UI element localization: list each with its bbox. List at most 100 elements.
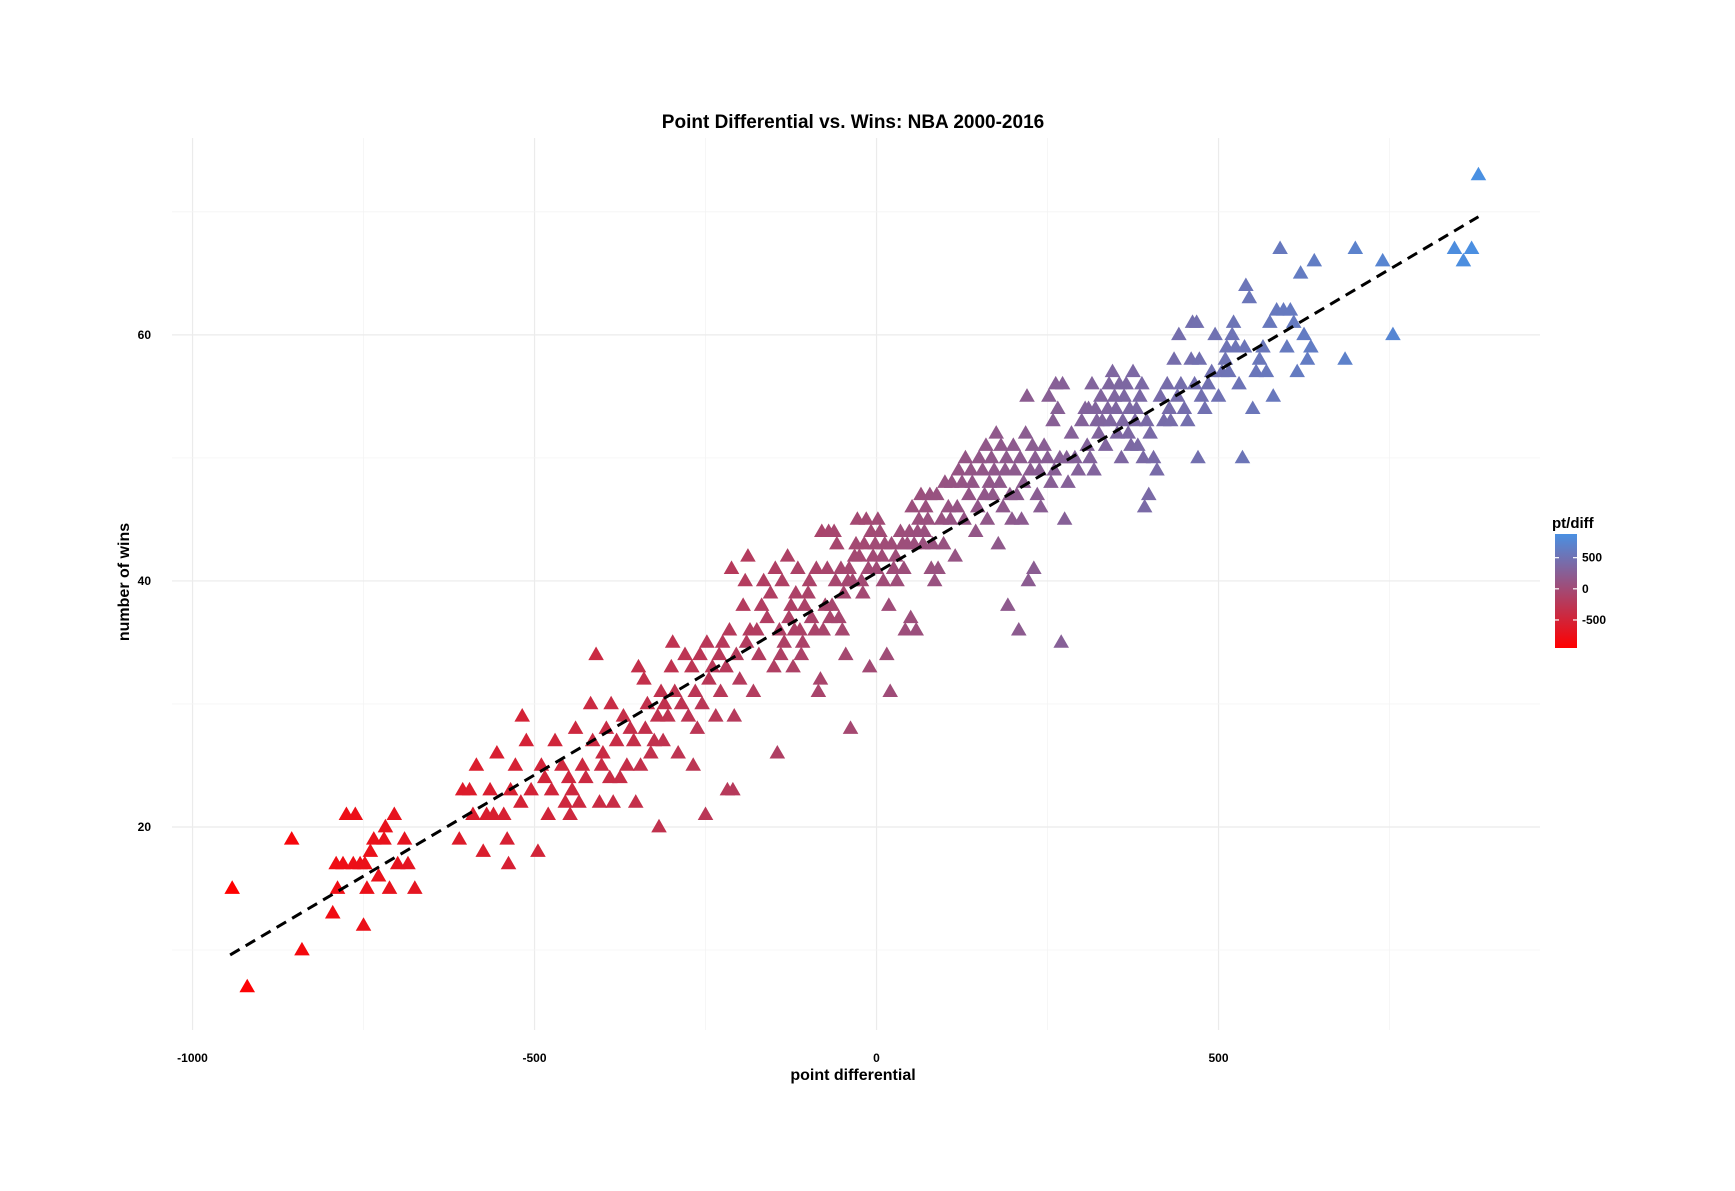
- data-point: [554, 757, 570, 771]
- data-point: [917, 498, 934, 513]
- data-point: [858, 511, 875, 525]
- data-point: [800, 585, 816, 599]
- data-point: [902, 609, 919, 624]
- data-point: [916, 523, 933, 538]
- data-point: [365, 831, 382, 845]
- data-point: [370, 868, 387, 882]
- color-legend: pt/diff 500 0 -500: [1552, 515, 1606, 648]
- data-point: [1041, 388, 1057, 402]
- data-point: [465, 806, 481, 821]
- data-point: [1053, 634, 1069, 648]
- data-point: [762, 585, 779, 599]
- data-point: [986, 461, 1002, 476]
- data-point: [1217, 351, 1234, 365]
- data-point: [961, 486, 977, 501]
- data-point: [1244, 400, 1261, 415]
- y-axis-title: number of wins: [116, 523, 133, 641]
- data-point: [593, 757, 610, 771]
- data-point: [663, 658, 680, 673]
- data-point: [630, 658, 647, 673]
- data-point: [355, 917, 372, 931]
- data-point: [1306, 252, 1323, 267]
- data-point: [1019, 388, 1035, 402]
- data-point: [547, 732, 563, 747]
- data-point: [685, 757, 701, 771]
- data-point: [998, 449, 1015, 464]
- data-point: [725, 781, 741, 796]
- data-point: [636, 671, 652, 685]
- data-point: [1193, 388, 1210, 402]
- data-point: [954, 474, 970, 488]
- data-point: [571, 794, 587, 808]
- data-point: [485, 806, 502, 821]
- data-point: [861, 658, 878, 673]
- data-point: [567, 720, 584, 734]
- axis-labels: -1000 -500 0 500 20 40 60: [138, 328, 1229, 1065]
- data-point: [827, 572, 844, 587]
- data-point: [283, 831, 300, 845]
- data-point: [324, 904, 341, 919]
- data-point: [1289, 363, 1305, 378]
- data-point: [475, 843, 492, 857]
- data-point: [574, 757, 591, 771]
- data-point: [689, 720, 706, 734]
- data-point: [673, 695, 690, 710]
- legend-label: 500: [1582, 551, 1602, 565]
- data-point: [1024, 437, 1041, 451]
- data-point: [878, 646, 895, 661]
- data-point: [815, 621, 831, 636]
- data-point: [856, 535, 872, 550]
- data-point: [1282, 302, 1299, 316]
- data-point: [1152, 388, 1169, 402]
- data-point: [687, 683, 704, 697]
- legend-title: pt/diff: [1552, 515, 1595, 532]
- data-point: [582, 695, 599, 710]
- data-point: [751, 646, 767, 661]
- data-point: [967, 523, 984, 538]
- data-point: [400, 855, 416, 870]
- data-point: [1142, 425, 1158, 439]
- data-point: [499, 831, 515, 845]
- data-point: [995, 498, 1011, 513]
- data-point: [294, 941, 310, 956]
- data-point: [851, 548, 868, 562]
- data-point: [347, 806, 364, 821]
- data-point: [1138, 412, 1155, 427]
- data-point: [1093, 388, 1109, 402]
- data-point: [974, 461, 991, 476]
- data-point: [1054, 375, 1071, 390]
- data-point: [776, 634, 792, 648]
- data-point: [963, 461, 979, 476]
- x-tick-label: 0: [873, 1051, 880, 1065]
- data-point: [1303, 338, 1319, 353]
- data-point: [451, 831, 468, 845]
- data-point: [608, 732, 625, 747]
- data-point: [1039, 449, 1056, 464]
- data-point: [779, 548, 796, 562]
- trend-line: [229, 215, 1480, 957]
- data-point: [489, 744, 505, 759]
- data-point: [829, 535, 845, 550]
- chart-title: Point Differential vs. Wins: NBA 2000-20…: [662, 112, 1044, 133]
- data-point: [1188, 314, 1205, 328]
- data-point: [1179, 412, 1196, 427]
- y-tick-label: 60: [138, 328, 152, 342]
- data-point: [792, 621, 808, 636]
- data-point: [872, 523, 888, 538]
- data-point: [875, 572, 892, 587]
- data-point: [1086, 461, 1102, 476]
- data-point: [824, 597, 840, 611]
- data-point: [1097, 437, 1114, 451]
- data-point: [964, 474, 981, 488]
- data-point: [530, 843, 546, 857]
- y-tick-label: 40: [138, 574, 152, 588]
- data-point: [482, 781, 498, 796]
- data-point: [1011, 621, 1027, 636]
- data-point: [819, 560, 836, 574]
- data-point: [803, 609, 820, 624]
- data-point: [731, 671, 748, 685]
- data-point: [1114, 412, 1131, 427]
- data-point: [407, 880, 423, 894]
- data-point: [793, 646, 810, 661]
- data-point: [1091, 425, 1107, 439]
